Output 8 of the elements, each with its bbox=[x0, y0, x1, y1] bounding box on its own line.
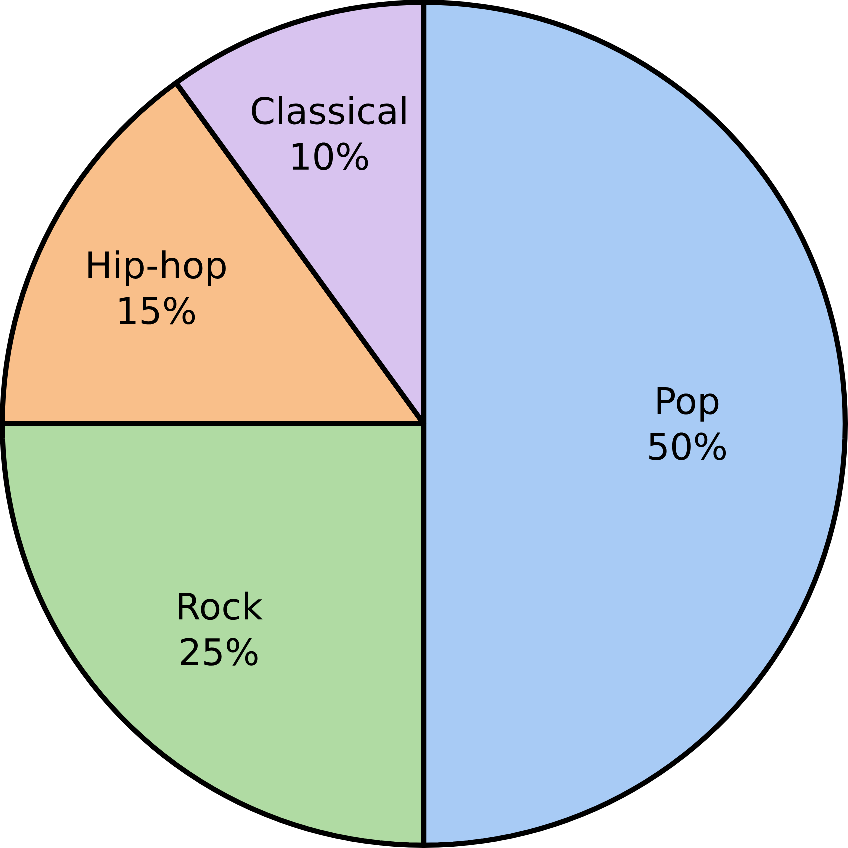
slice-label: Hip-hop bbox=[88, 250, 226, 286]
data-label: 25% bbox=[181, 638, 258, 666]
data-label: 15% bbox=[120, 296, 196, 325]
slice-label: Pop bbox=[658, 388, 719, 422]
slice-label: Classical bbox=[252, 96, 406, 125]
data-label: 10% bbox=[292, 142, 368, 170]
data-label: 50% bbox=[650, 432, 726, 460]
slice-label: Rock bbox=[179, 592, 263, 620]
